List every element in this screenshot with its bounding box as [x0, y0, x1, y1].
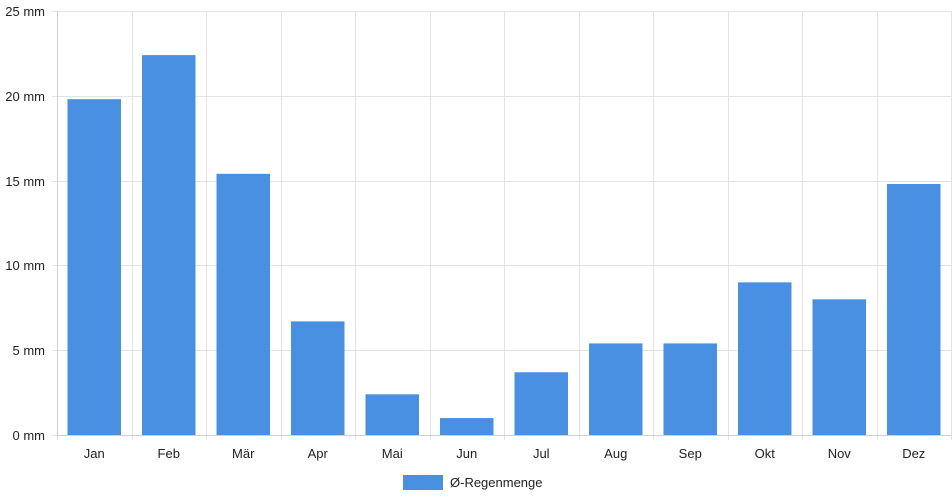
x-tick-label: Okt: [755, 446, 776, 461]
x-tick-label: Aug: [604, 446, 627, 461]
bar-sep[interactable]: [663, 343, 718, 435]
axes: [57, 11, 951, 436]
x-tick-label: Mär: [232, 446, 255, 461]
x-tick-label: Mai: [382, 446, 403, 461]
legend-label[interactable]: Ø-Regenmenge: [450, 475, 543, 490]
x-tick-label: Jun: [456, 446, 477, 461]
bars-group: [67, 55, 941, 436]
bar-jun[interactable]: [440, 418, 494, 435]
legend[interactable]: Ø-Regenmenge: [403, 475, 543, 490]
grid-lines: [52, 11, 952, 440]
bar-jul[interactable]: [514, 372, 569, 435]
y-axis-tick-labels: 0 mm 5 mm 10 mm 15 mm 20 mm 25 mm: [5, 4, 45, 443]
bar-nov[interactable]: [812, 299, 867, 435]
bar-okt[interactable]: [738, 282, 792, 435]
x-tick-label: Dez: [902, 446, 925, 461]
y-tick-label: 5 mm: [13, 343, 46, 358]
bar-mai[interactable]: [365, 394, 420, 435]
x-tick-label: Feb: [158, 446, 180, 461]
bar-mär[interactable]: [216, 173, 271, 436]
x-tick-label: Nov: [828, 446, 852, 461]
bar-aug[interactable]: [589, 343, 643, 435]
x-tick-label: Jul: [533, 446, 550, 461]
y-tick-label: 25 mm: [5, 4, 45, 19]
x-tick-label: Apr: [308, 446, 329, 461]
y-tick-label: 15 mm: [5, 174, 45, 189]
x-tick-label: Sep: [679, 446, 702, 461]
y-tick-label: 10 mm: [5, 258, 45, 273]
bar-apr[interactable]: [291, 321, 345, 435]
y-tick-label: 20 mm: [5, 89, 45, 104]
x-axis-tick-labels: Jan Feb Mär Apr Mai Jun Jul Aug Sep Okt Nov Dez: [84, 446, 926, 461]
bar-dez[interactable]: [887, 183, 941, 435]
bar-jan[interactable]: [67, 99, 122, 435]
x-tick-label: Jan: [84, 446, 105, 461]
legend-swatch[interactable]: [403, 475, 443, 490]
y-tick-label: 0 mm: [13, 428, 46, 443]
bar-feb[interactable]: [142, 55, 196, 435]
